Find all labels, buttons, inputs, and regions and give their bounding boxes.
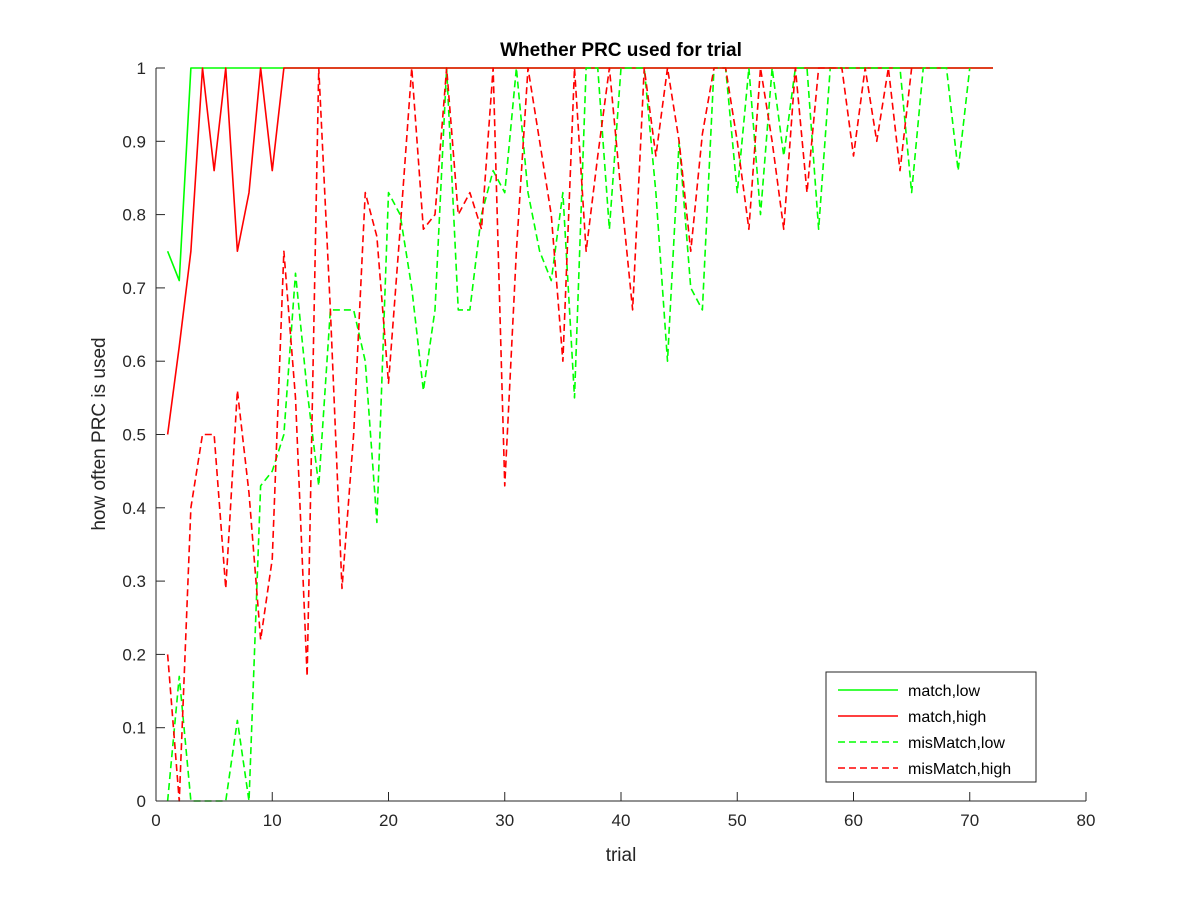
y-tick-label: 0.4: [122, 499, 146, 518]
y-tick-label: 0: [137, 792, 146, 811]
y-tick-label: 0.7: [122, 279, 146, 298]
x-tick-label: 50: [728, 811, 747, 830]
series-line-4: [166, 67, 913, 802]
y-tick-label: 0.3: [122, 572, 146, 591]
legend-label: match,high: [908, 709, 986, 726]
x-tick-label: 60: [844, 811, 863, 830]
x-tick-label: 0: [151, 811, 160, 830]
y-tick-label: 0.2: [122, 645, 146, 664]
legend-label: match,low: [908, 683, 980, 700]
y-tick-label: 0.8: [122, 206, 146, 225]
y-tick-label: 0.5: [122, 426, 146, 445]
x-tick-label: 70: [960, 811, 979, 830]
legend-label: misMatch,low: [908, 735, 1005, 752]
y-tick-label: 0.9: [122, 132, 146, 151]
y-tick-label: 0.6: [122, 352, 146, 371]
series-layer: [166, 67, 993, 802]
axes-layer: 0 10 20 30 40 50 60 70 80 0 0.1 0.2 0.3 0.4 0.5 0.6 0.7 0…: [122, 59, 1095, 830]
y-tick-label: 0.1: [122, 719, 146, 738]
y-axis-label: how often PRC is used: [89, 337, 110, 530]
legend-label: misMatch,high: [908, 761, 1011, 778]
x-tick-label: 40: [612, 811, 631, 830]
x-axis-label: trial: [606, 845, 637, 866]
legend: match,low match,high misMatch,low misMatch,…: [825, 671, 1037, 783]
x-tick-label: 20: [379, 811, 398, 830]
x-tick-label: 80: [1077, 811, 1096, 830]
chart-title: Whether PRC used for trial: [500, 40, 742, 61]
x-tick-label: 10: [263, 811, 282, 830]
x-tick-label: 30: [495, 811, 514, 830]
y-tick-label: 1: [137, 59, 146, 78]
